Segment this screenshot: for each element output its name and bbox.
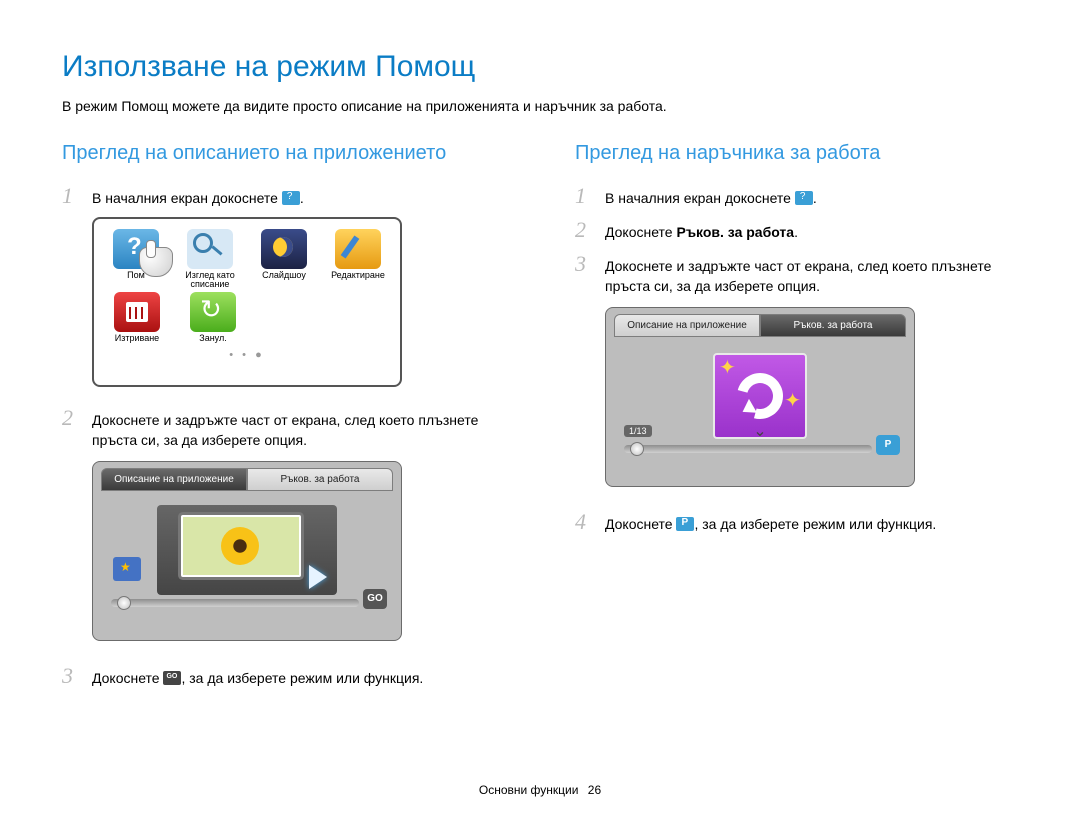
help-icon (795, 191, 813, 205)
right-step2-bold: Ръков. за работа (676, 224, 794, 240)
sunflower-image-icon (181, 515, 301, 577)
right-step1-label: В началния екран докоснете (605, 190, 795, 206)
left-step3-num: 3 (62, 663, 80, 689)
slideshow-icon (261, 229, 307, 269)
right-step1-text: В началния екран докоснете . (605, 188, 817, 208)
page-counter: 1/13 (624, 425, 652, 437)
right-step2-num: 2 (575, 217, 593, 243)
go-button-icon: GO (363, 589, 387, 609)
reset-icon (190, 292, 236, 332)
slider-icon (624, 445, 872, 453)
p-icon (676, 517, 694, 531)
magazine-icon (187, 229, 233, 269)
right-step4-post: , за да изберете режим или функция. (694, 516, 936, 532)
grid-item-slideshow: Слайдшоу (254, 229, 314, 290)
page-dots-icon: • • ● (106, 349, 388, 361)
left-step2-text: Докоснете и задръжте част от екрана, сле… (92, 410, 505, 451)
grid-label-3: Редактиране (328, 271, 388, 280)
left-step2-num: 2 (62, 405, 80, 431)
right-step2-post: . (794, 224, 798, 240)
help-icon (282, 191, 300, 205)
tab-description-2: Описание на приложение (614, 314, 760, 337)
tab-guide: Ръков. за работа (247, 468, 393, 491)
left-step1-num: 1 (62, 183, 80, 209)
grid-item-reset: Занул. (182, 292, 244, 343)
right-step4-pre: Докоснете (605, 516, 676, 532)
grid-item-magazine: Изглед като списание (180, 229, 240, 290)
delete-icon (114, 292, 160, 332)
sunflower-card (157, 505, 337, 595)
grid-item-help: Пом (106, 229, 166, 290)
right-step2-text: Докоснете Ръков. за работа. (605, 222, 798, 242)
slider-icon (111, 599, 359, 607)
thumb-icon (113, 557, 141, 581)
help-app-icon (113, 229, 159, 269)
right-step1-num: 1 (575, 183, 593, 209)
left-step1-text: В началния екран докоснете . (92, 188, 304, 208)
left-column: Преглед на описанието на приложението 1 … (62, 142, 505, 697)
grid-item-delete: Изтриване (106, 292, 168, 343)
right-column: Преглед на наръчника за работа 1 В начал… (575, 142, 1018, 697)
left-heading: Преглед на описанието на приложението (62, 142, 505, 165)
guide-screenshot: Описание на приложение Ръков. за работа … (605, 307, 915, 487)
tab-description: Описание на приложение (101, 468, 247, 491)
left-step1-text-inner: В началния екран докоснете (92, 190, 282, 206)
right-heading: Преглед на наръчника за работа (575, 142, 1018, 165)
footer-page: 26 (588, 783, 601, 797)
grid-label-5: Занул. (182, 334, 244, 343)
page-subtitle: В режим Помощ можете да видите просто оп… (62, 98, 1018, 114)
footer-label: Основни функции (479, 783, 579, 797)
play-icon (309, 565, 327, 589)
icon-grid-screenshot: Пом Изглед като списание Слайдшоу Редакт… (92, 217, 402, 387)
right-step3-text: Докоснете и задръжте част от екрана, сле… (605, 256, 1018, 297)
tab-guide-2: Ръков. за работа (760, 314, 906, 337)
grid-label-4: Изтриване (106, 334, 168, 343)
left-step3-pre: Докоснете (92, 670, 163, 686)
right-step4-text: Докоснете , за да изберете режим или фун… (605, 514, 936, 534)
refresh-ring-icon (729, 364, 792, 427)
grid-label-2: Слайдшоу (254, 271, 314, 280)
page-title: Използване на режим Помощ (62, 50, 1018, 84)
p-button-icon: P (876, 435, 900, 455)
edit-icon (335, 229, 381, 269)
go-label: GO (367, 593, 383, 604)
left-step3-post: , за да изберете режим или функция. (181, 670, 423, 686)
right-step2-pre: Докоснете (605, 224, 676, 240)
description-screenshot: Описание на приложение Ръков. за работа … (92, 461, 402, 641)
grid-label-1: Изглед като списание (180, 271, 240, 290)
grid-item-edit: Редактиране (328, 229, 388, 290)
chevron-down-icon: ⌄ (753, 421, 766, 441)
footer: Основни функции 26 (0, 783, 1080, 797)
left-step3-text: Докоснете , за да изберете режим или фун… (92, 668, 423, 688)
right-step4-num: 4 (575, 509, 593, 535)
right-step3-num: 3 (575, 251, 593, 277)
hand-icon (139, 247, 173, 277)
go-icon (163, 671, 181, 685)
